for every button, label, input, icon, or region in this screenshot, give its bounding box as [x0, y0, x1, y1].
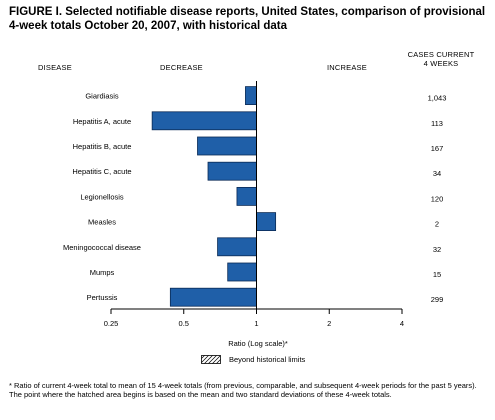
bar-7	[227, 262, 257, 282]
cases-value-4: 120	[431, 194, 444, 203]
cases-value-6: 32	[433, 245, 441, 254]
category-label-1: Hepatitis A, acute	[73, 117, 131, 126]
bar-5	[256, 212, 277, 232]
category-label-2: Hepatitis B, acute	[73, 142, 132, 151]
cases-value-5: 2	[435, 220, 439, 229]
category-label-0: Giardiasis	[85, 92, 119, 101]
x-tick-label-0: 0.25	[104, 319, 119, 328]
legend-label: Beyond historical limits	[229, 355, 306, 364]
bar-3	[207, 161, 257, 181]
category-label-7: Mumps	[90, 268, 115, 277]
cases-value-3: 34	[433, 169, 441, 178]
x-tick-label-3: 2	[327, 319, 331, 328]
category-label-4: Legionellosis	[80, 192, 124, 201]
legend-hatch-swatch	[201, 355, 221, 364]
legend: Beyond historical limits	[199, 354, 339, 366]
cases-value-8: 299	[431, 295, 444, 304]
cases-value-2: 167	[431, 144, 444, 153]
x-tick-label-1: 0.5	[179, 319, 189, 328]
category-label-5: Measles	[88, 218, 116, 227]
bar-6	[217, 237, 257, 257]
category-label-6: Meningococcal disease	[63, 243, 141, 252]
disease-column-header: DISEASE	[38, 63, 72, 72]
footnote: * Ratio of current 4-week total to mean …	[9, 381, 477, 399]
cases-value-7: 15	[433, 270, 441, 279]
x-tick-label-4: 4	[400, 319, 404, 328]
chart-layer: 0.25 0.5 1 2 4 Giardiasis 1,043 Hepatitis A, ac…	[63, 81, 446, 328]
bar-2	[197, 136, 257, 156]
bar-1	[151, 111, 257, 131]
category-label-3: Hepatitis C, acute	[72, 167, 131, 176]
cases-header-line1: CASES CURRENT	[407, 50, 475, 59]
x-axis-label: Ratio (Log scale)*	[228, 339, 288, 348]
cases-value-1: 113	[431, 119, 443, 128]
bar-8	[169, 287, 257, 307]
increase-header: INCREASE	[327, 63, 367, 72]
bar-0	[245, 86, 257, 105]
cases-column-header: CASES CURRENT 4 WEEKS	[396, 50, 486, 68]
bar-4	[236, 186, 257, 206]
category-label-8: Pertussis	[87, 293, 118, 302]
cases-header-line2: 4 WEEKS	[423, 59, 459, 68]
cases-value-0: 1,043	[428, 94, 447, 103]
x-tick-label-2: 1	[254, 319, 258, 328]
figure-title: FIGURE I. Selected notifiable disease re…	[9, 6, 486, 32]
decrease-header: DECREASE	[160, 63, 203, 72]
